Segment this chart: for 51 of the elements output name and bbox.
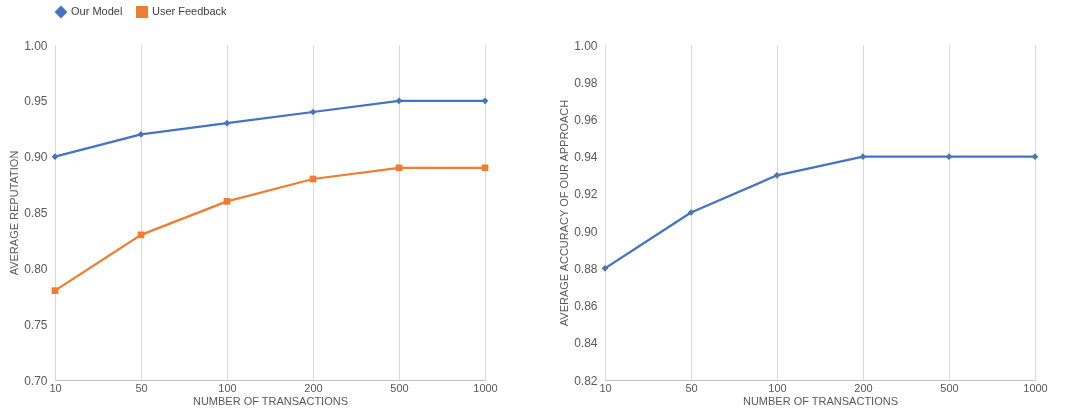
x-tick-label: 1000	[1023, 381, 1048, 394]
x-tick-label: 10	[49, 381, 62, 394]
point	[223, 197, 231, 205]
point	[481, 164, 489, 172]
point	[395, 97, 403, 105]
x-tick-label: 200	[854, 381, 873, 394]
y-tick-label: 1.00	[24, 38, 48, 53]
y-tick-label: 0.86	[574, 299, 598, 314]
x-tick-label: 100	[218, 381, 237, 394]
x-tick-label: 200	[304, 381, 323, 394]
y-tick-label: 0.90	[574, 224, 598, 239]
y-tick-label: 0.85	[24, 206, 48, 220]
y-tick-label: 0.70	[24, 373, 48, 388]
point	[945, 153, 953, 161]
point	[51, 287, 59, 295]
legend-label: User Feedback	[152, 5, 228, 17]
y-tick-label: 0.90	[24, 150, 48, 165]
point	[51, 153, 59, 161]
y-axis-title: AVERAGE ACCURACY OF OUR APPROACH	[558, 99, 571, 327]
point	[601, 264, 609, 272]
x-tick-label: 100	[768, 381, 787, 394]
point	[223, 119, 231, 127]
point	[481, 97, 489, 105]
x-axis-title: NUMBER OF TRANSACTIONS	[192, 394, 349, 407]
y-tick-label: 1.00	[574, 38, 598, 53]
y-tick-label: 0.84	[574, 336, 598, 351]
point	[859, 153, 867, 161]
y-tick-label: 0.75	[24, 317, 48, 332]
point	[395, 164, 403, 172]
point	[309, 108, 317, 116]
legend-label: Our Model	[71, 5, 123, 17]
x-tick-label: 500	[940, 381, 959, 394]
y-tick-label: 0.82	[574, 373, 598, 388]
y-tick-label: 0.96	[574, 112, 598, 127]
y-tick-label: 0.88	[574, 261, 598, 276]
y-tick-label: 0.98	[574, 75, 598, 90]
x-tick-label: 500	[390, 381, 409, 394]
y-tick-label: 0.80	[24, 261, 48, 276]
x-axis-title: NUMBER OF TRANSACTIONS	[742, 394, 899, 407]
x-tick-label: 10	[599, 381, 612, 394]
point	[137, 231, 145, 239]
y-tick-label: 0.95	[24, 94, 48, 109]
point	[137, 130, 145, 138]
point	[1031, 153, 1039, 161]
x-tick-label: 1000	[473, 381, 498, 394]
y-tick-label: 0.94	[574, 150, 598, 165]
y-tick-label: 0.92	[574, 187, 598, 202]
point	[773, 171, 781, 179]
y-axis-title: AVERAGE REPUTATION	[8, 150, 21, 276]
x-tick-label: 50	[135, 381, 148, 394]
x-tick-label: 50	[685, 381, 698, 394]
